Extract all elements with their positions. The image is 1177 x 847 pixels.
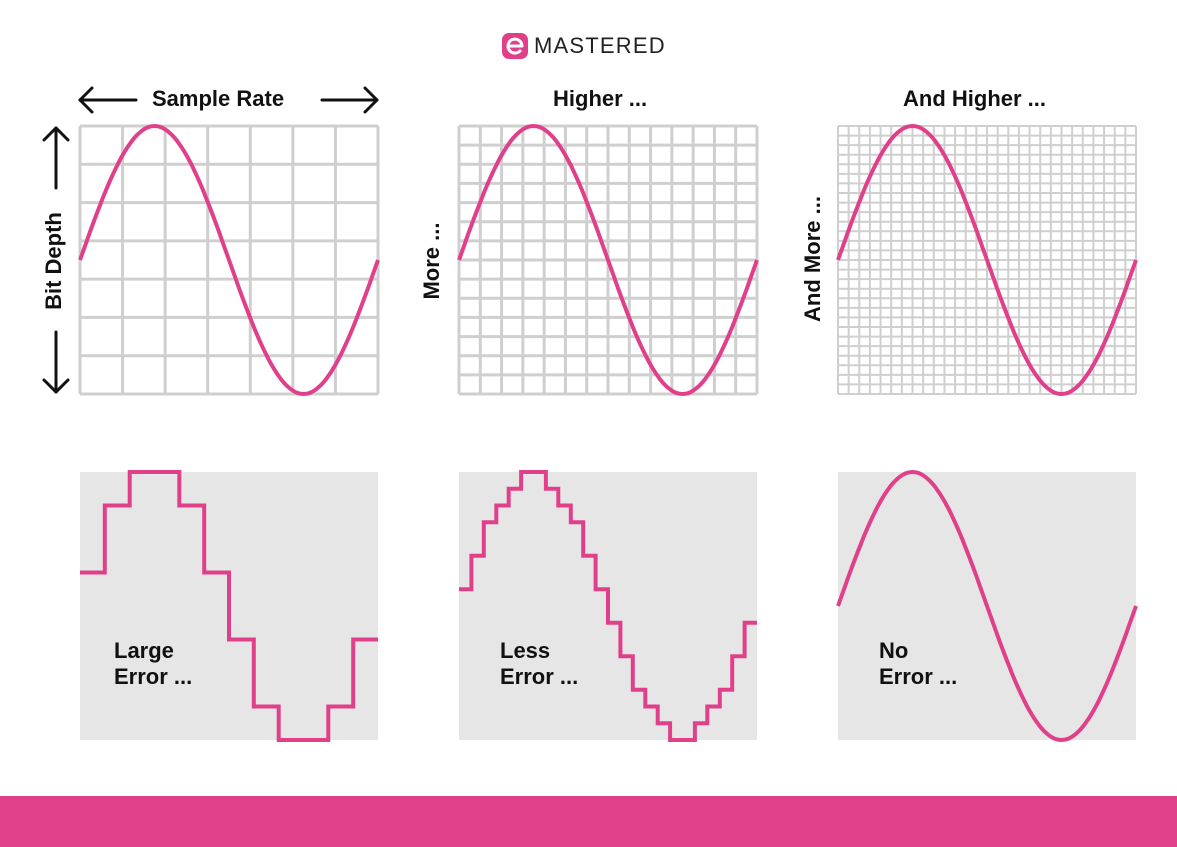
quantized-wave: [80, 470, 378, 742]
error-panel-2: [459, 470, 757, 742]
sample-rate-arrow-left: [78, 86, 138, 114]
no-error-label: No Error ...: [879, 638, 957, 690]
footer-bar: [0, 796, 1177, 847]
large-error-label: Large Error ...: [114, 638, 192, 690]
quantized-wave: [459, 470, 757, 742]
less-error-label: Less Error ...: [500, 638, 578, 690]
and-higher-label: And Higher ...: [903, 86, 1046, 111]
error-panel-1: [80, 470, 378, 742]
less-error-line1: Less: [500, 638, 551, 663]
sine-wave: [78, 123, 380, 397]
sample-rate-label: Sample Rate: [152, 86, 285, 111]
error-panel-3: [836, 469, 1138, 743]
grid-panel-2: [457, 123, 759, 397]
less-error-line2: Error ...: [500, 664, 579, 689]
sine-wave: [836, 123, 1138, 397]
e-letter-icon: [502, 33, 528, 59]
sine-wave: [457, 123, 759, 397]
brand-logo: MASTERED: [502, 32, 666, 60]
higher-label: Higher ...: [553, 86, 648, 111]
large-error-line2: Error ...: [114, 664, 193, 689]
sample-rate-arrow-right: [320, 86, 379, 114]
bit-depth-arrow-down: [42, 330, 70, 394]
bit-depth-arrow-up: [42, 126, 70, 190]
grid-panel-3: [836, 123, 1138, 397]
brand-name: MASTERED: [534, 33, 666, 58]
no-error-line1: No: [879, 638, 909, 663]
grid-panel-1: [78, 123, 380, 397]
no-error-line2: Error ...: [879, 664, 958, 689]
large-error-line1: Large: [114, 638, 174, 663]
smooth-wave: [836, 469, 1138, 743]
